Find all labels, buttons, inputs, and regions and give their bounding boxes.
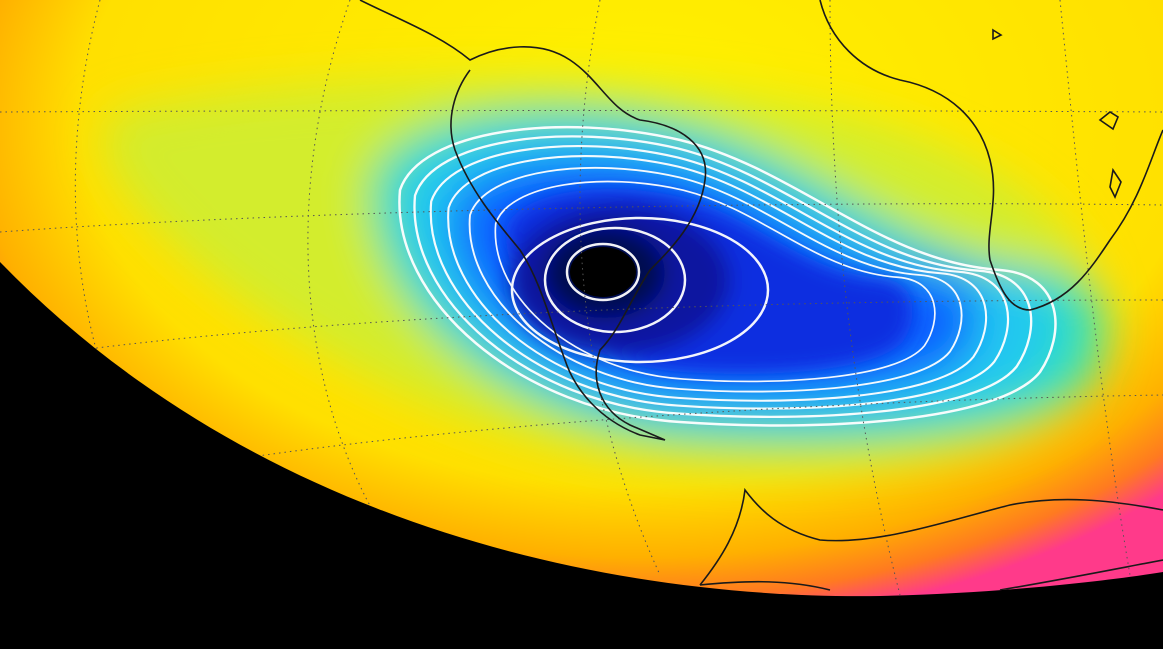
coastlines [359, 0, 1163, 591]
anomaly-center [570, 247, 636, 297]
